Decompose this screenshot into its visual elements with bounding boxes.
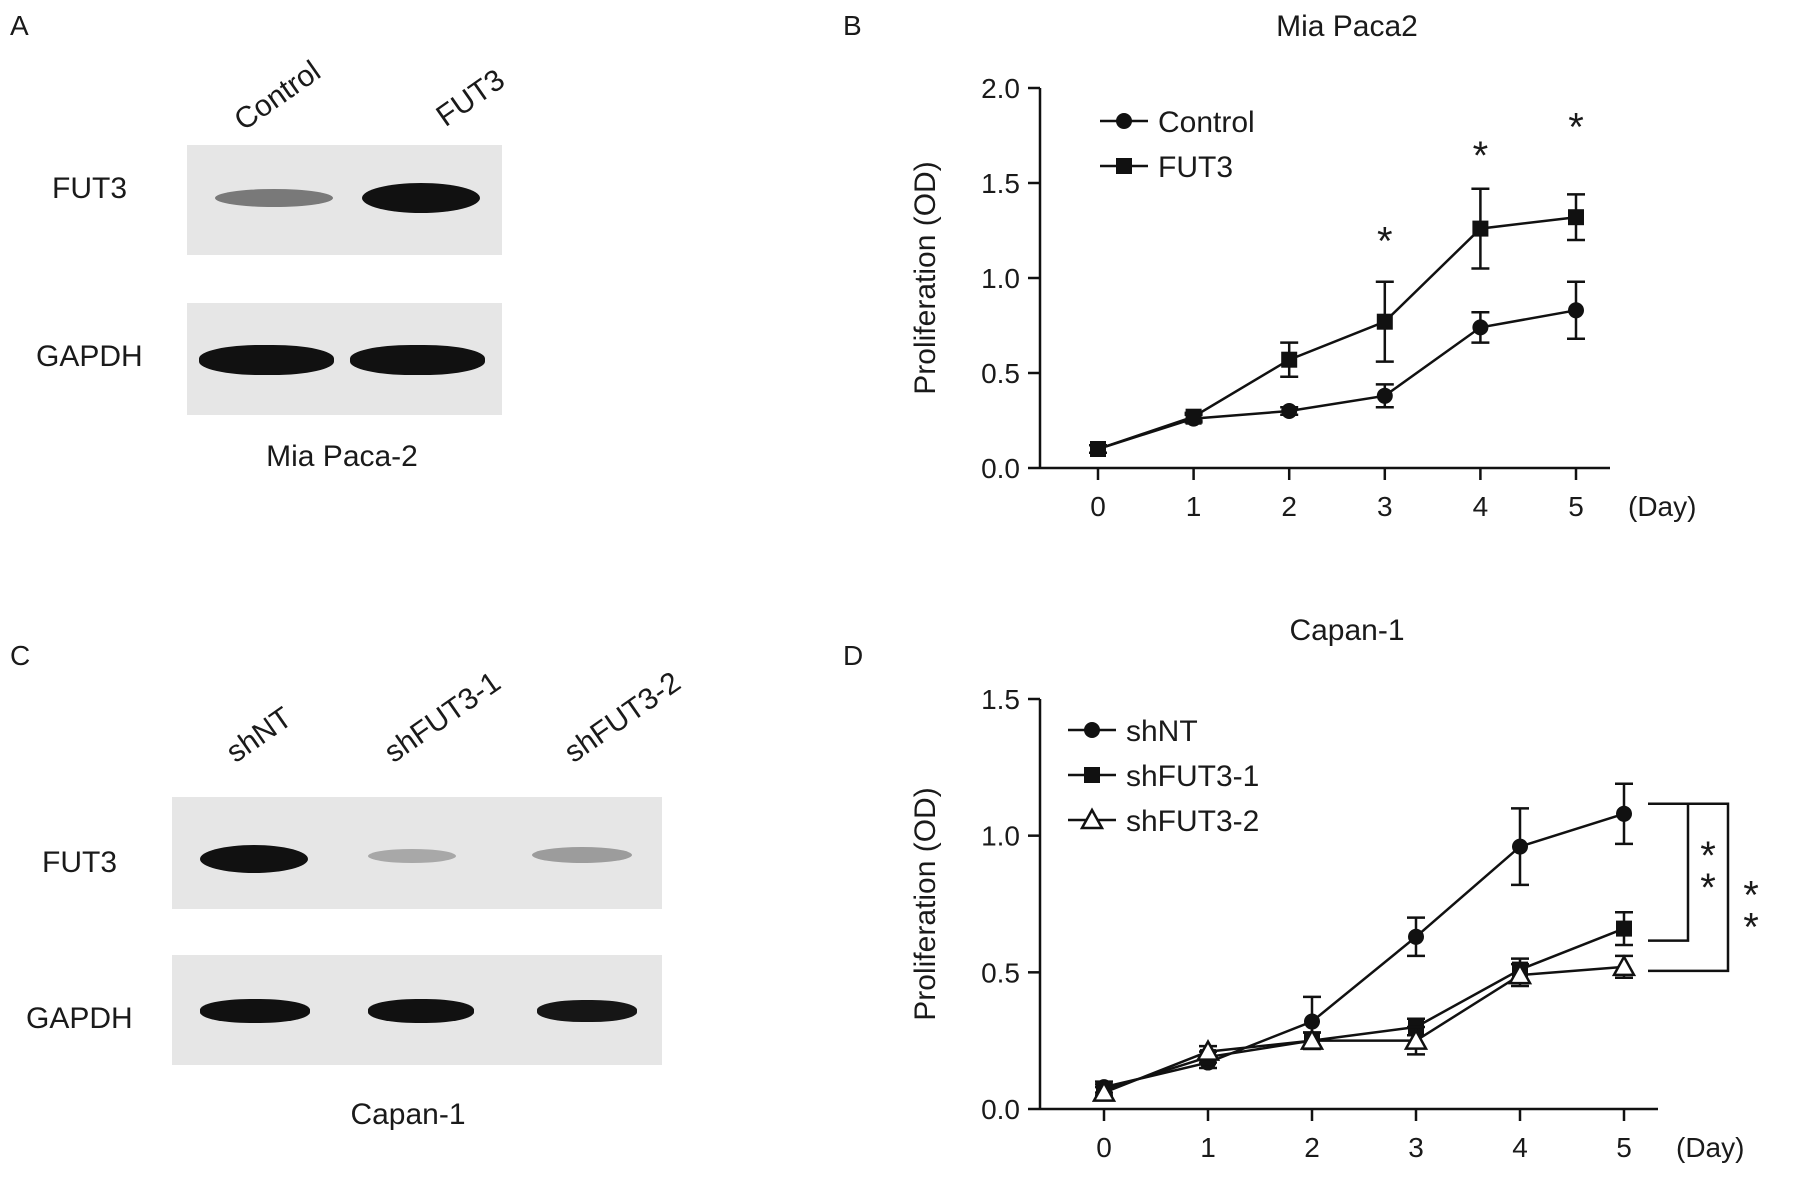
significance-bracket: [1648, 802, 1690, 942]
band: [350, 345, 485, 375]
x-tick-label: 3: [1377, 491, 1393, 522]
y-tick-label: 1.5: [981, 684, 1020, 715]
series-line-shFUT3-1: [1103, 927, 1625, 1092]
legend-label: shFUT3-2: [1126, 805, 1259, 838]
x-tick-label: 3: [1408, 1132, 1424, 1163]
data-point: [1091, 1080, 1117, 1102]
blot-caption-a: Mia Paca-2: [266, 440, 418, 473]
series-line-shFUT3-2: [1103, 965, 1625, 1094]
data-point: [1195, 1039, 1221, 1061]
legend-marker: [1084, 722, 1100, 738]
data-point: [1376, 387, 1393, 404]
y-axis-label: Proliferation (OD): [909, 161, 942, 394]
series-line-Control: [1097, 309, 1577, 451]
blot-a-gapdh: [187, 303, 502, 415]
chart-b: 0.0 0.5 1.0 1.5 2.0 0 1 2 3 4 5 (Day) Proliferation …: [909, 73, 1696, 522]
significance-asterisk: *: [1743, 905, 1759, 949]
y-axis-label: Proliferation (OD): [909, 787, 942, 1020]
legend-label: shNT: [1126, 715, 1198, 748]
panel-letter-b: B: [843, 10, 862, 41]
y-tick-label: 2.0: [981, 73, 1020, 104]
band: [200, 999, 310, 1023]
row-label-gapdh: GAPDH: [36, 340, 143, 373]
x-tick-label: 0: [1090, 491, 1106, 522]
data-point: [1472, 319, 1489, 336]
blot-c-gapdh: [172, 955, 662, 1065]
band: [532, 847, 632, 863]
series-line-shNT: [1103, 812, 1625, 1089]
x-axis-label: (Day): [1676, 1132, 1744, 1163]
y-tick-label: 0.0: [981, 1094, 1020, 1125]
legend-label: Control: [1158, 106, 1255, 139]
x-tick-label: 5: [1616, 1132, 1632, 1163]
band: [362, 183, 480, 213]
legend-label: shFUT3-1: [1126, 760, 1259, 793]
panel-letter-d: D: [843, 640, 864, 671]
panel-letter-a: A: [10, 10, 29, 41]
y-tick-label: 0.5: [981, 358, 1020, 389]
x-tick-label: 4: [1512, 1132, 1528, 1163]
data-point: [1616, 920, 1632, 937]
band: [368, 849, 456, 863]
legend-marker: [1084, 767, 1100, 783]
band: [200, 845, 308, 873]
y-tick-label: 0.5: [981, 957, 1020, 988]
row-label-gapdh-c: GAPDH: [26, 1002, 133, 1035]
chart-title-d: Capan-1: [1289, 614, 1405, 647]
y-tick-label: 1.0: [981, 263, 1020, 294]
legend-marker: [1079, 807, 1105, 830]
significance-asterisk: *: [1568, 106, 1584, 150]
data-point: [1281, 403, 1298, 419]
x-tick-label: 1: [1186, 491, 1202, 522]
data-point: [1185, 408, 1202, 425]
data-point: [1512, 838, 1528, 855]
data-point: [1472, 220, 1489, 237]
legend-label: FUT3: [1158, 151, 1233, 184]
blot-a-fut3: [187, 145, 502, 255]
y-tick-label: 1.5: [981, 168, 1020, 199]
x-tick-label: 0: [1096, 1132, 1112, 1163]
x-tick-label: 2: [1281, 491, 1297, 522]
data-point: [1376, 313, 1393, 330]
x-tick-label: 2: [1304, 1132, 1320, 1163]
band: [537, 1000, 637, 1022]
significance-asterisk: *: [1700, 834, 1716, 878]
band: [199, 345, 334, 375]
data-point: [1568, 302, 1584, 319]
data-point: [1611, 954, 1637, 977]
data-point: [1090, 441, 1106, 457]
row-label-fut3-c: FUT3: [42, 846, 117, 879]
series-line-FUT3: [1097, 215, 1577, 451]
row-label-fut3: FUT3: [52, 172, 127, 205]
data-point: [1304, 1013, 1320, 1030]
x-tick-label: 1: [1200, 1132, 1216, 1163]
legend-marker: [1116, 113, 1132, 129]
y-tick-label: 1.0: [981, 821, 1020, 852]
blot-caption-c: Capan-1: [350, 1098, 466, 1131]
chart-title-b: Mia Paca2: [1276, 10, 1418, 43]
band: [368, 999, 474, 1023]
significance-asterisk: *: [1377, 220, 1393, 264]
data-point: [1403, 1028, 1429, 1050]
significance-asterisk: *: [1743, 873, 1759, 917]
x-tick-label: 4: [1473, 491, 1489, 522]
significance-bracket: [1648, 802, 1730, 973]
data-point: [1568, 209, 1584, 226]
y-tick-label: 0.0: [981, 453, 1020, 484]
band: [215, 189, 333, 207]
blot-c-fut3: [172, 797, 662, 909]
x-tick-label: 5: [1568, 491, 1584, 522]
panel-letter-c: C: [10, 640, 31, 671]
data-point: [1616, 805, 1632, 822]
data-point: [1299, 1028, 1325, 1050]
x-axis-label: (Day): [1628, 491, 1696, 522]
data-point: [1281, 351, 1298, 368]
legend-marker: [1116, 158, 1132, 174]
data-point: [1507, 962, 1533, 985]
significance-asterisk: *: [1473, 134, 1489, 178]
significance-asterisk: *: [1700, 866, 1716, 910]
data-point: [1408, 928, 1424, 945]
